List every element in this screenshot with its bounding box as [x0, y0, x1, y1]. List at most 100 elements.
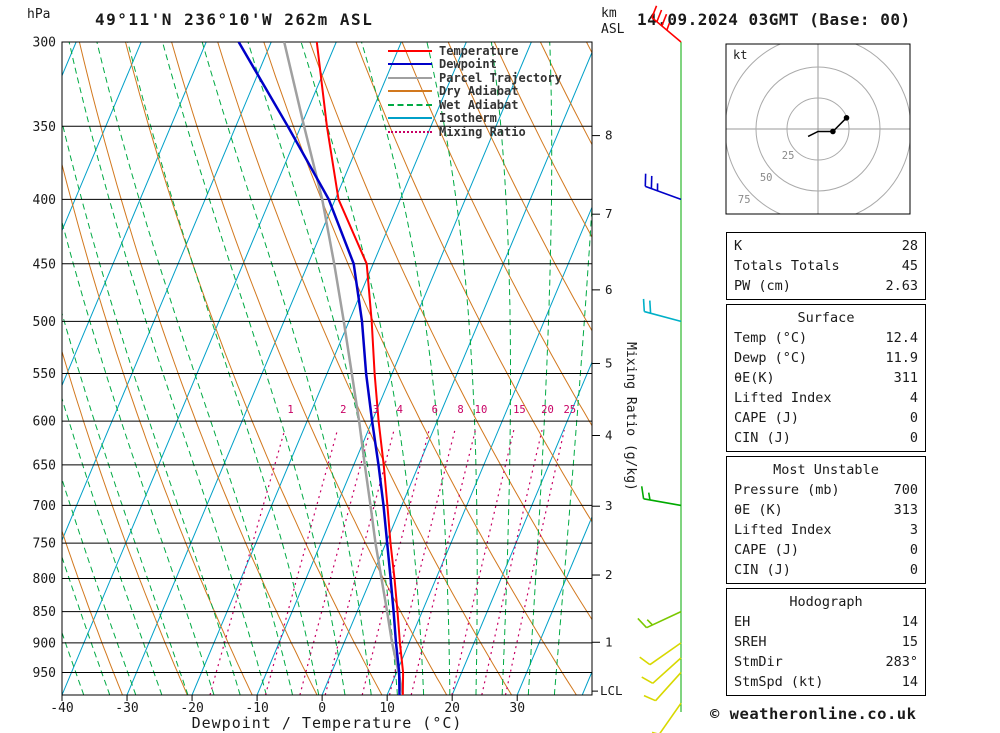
pressure-tick-label: 800 — [33, 572, 56, 587]
wind-barb-300hpa — [651, 5, 682, 43]
panel-title: Surface — [797, 310, 855, 326]
stat-row: CIN (J) 0 — [734, 560, 918, 580]
stat-value: 4 — [909, 390, 918, 406]
stat-value: 313 — [893, 502, 918, 518]
wet-adiabat-line — [0, 42, 32, 695]
wind-barb-400hpa — [644, 173, 682, 201]
dry-adiabat-line — [62, 349, 188, 695]
isotherm-line — [451, 360, 592, 695]
legend-item-mixing-ratio: Mixing Ratio — [388, 125, 562, 139]
km-tick-label: 6 — [605, 282, 613, 297]
dry-adiabat-line — [62, 162, 253, 695]
stat-value: 11.9 — [885, 350, 918, 366]
stat-value: 700 — [893, 482, 918, 498]
legend-label: Dewpoint — [439, 57, 497, 72]
stat-value: 283° — [885, 654, 918, 670]
stat-label: Temp (°C) — [734, 330, 808, 346]
hodograph-ring — [786, 97, 850, 161]
mixing-ratio-axis-caption: Mixing Ratio (g/kg) — [623, 342, 638, 491]
stat-value: 0 — [909, 410, 918, 426]
stat-value: 0 — [909, 542, 918, 558]
stat-row: PW (cm) 2.63 — [734, 276, 918, 296]
legend-line-sample — [388, 76, 432, 79]
stat-row: Temp (°C) 12.4 — [734, 328, 918, 348]
wet-adiabat-line — [490, 42, 511, 695]
wet-adiabat-line — [0, 42, 6, 695]
isotherm-line — [62, 42, 337, 695]
isotherm-line — [191, 42, 467, 695]
hodograph: 25 50 75 — [726, 44, 910, 214]
pressure-tick-label: 550 — [33, 367, 56, 382]
stat-label: CIN (J) — [734, 562, 791, 578]
mixing-ratio-line — [481, 429, 543, 695]
isotherm-line — [62, 42, 207, 387]
dry-adiabat-line — [263, 42, 577, 695]
stat-label: θE(K) — [734, 370, 775, 386]
temp-tick-label: 20 — [444, 701, 460, 716]
mixing-ratio-labels: 1 2 3 4 6 8 10 15 20 25 — [287, 404, 576, 416]
legend-item-parcel-trajectory: Parcel Trajectory — [388, 71, 562, 85]
isotherm-line — [62, 42, 272, 542]
wind-barb-950hpa — [643, 671, 682, 702]
stat-label: EH — [734, 614, 751, 630]
pressure-tick-label: 300 — [33, 36, 56, 51]
legend-item-isotherm: Isotherm — [388, 111, 562, 126]
series-parcel-trajectory — [282, 42, 405, 695]
stat-label: Dewp (°C) — [734, 350, 808, 366]
km-tick-label: 3 — [605, 498, 613, 513]
stat-value: 15 — [901, 634, 918, 650]
wet-adiabat-line — [361, 42, 451, 695]
stat-value: 28 — [901, 238, 918, 254]
stat-label: Lifted Index — [734, 522, 832, 538]
pressure-tick-label: 950 — [33, 666, 56, 681]
stat-label: CAPE (J) — [734, 410, 800, 426]
km-tick-label: 1 — [605, 634, 613, 649]
hodograph-ring-label: 75 — [738, 194, 751, 206]
legend-item-dewpoint: Dewpoint — [388, 57, 562, 72]
wind-barb-700hpa — [640, 486, 682, 507]
isotherm-line — [386, 205, 592, 695]
dry-adiabat-line — [355, 42, 592, 523]
pressure-tick-label: 850 — [33, 605, 56, 620]
stats-panels: K 28 Totals Totals 45 PW (cm) 2.63 Surface Temp… — [726, 232, 926, 696]
mixing-ratio-value: 6 — [432, 404, 438, 416]
wet-adiabat-line — [162, 42, 346, 695]
legend-label: Isotherm — [439, 111, 497, 126]
legend-line-sample — [388, 63, 432, 66]
stat-label: CAPE (J) — [734, 542, 800, 558]
isotherm-line — [516, 515, 592, 695]
mixing-ratio-value: 8 — [457, 404, 463, 416]
stat-value: 0 — [909, 430, 918, 446]
mixing-ratio-line — [388, 429, 456, 695]
legend-line-sample — [388, 117, 432, 120]
legend-line-sample — [388, 90, 432, 93]
stat-row: Dewp (°C) 11.9 — [734, 348, 918, 368]
hodograph-ring-label: 50 — [760, 172, 773, 184]
isotherm-line — [62, 42, 142, 232]
wet-adiabat-line — [127, 42, 320, 695]
stat-value: 14 — [901, 674, 918, 690]
stat-row: Totals Totals 45 — [734, 256, 918, 276]
stat-label: θE (K) — [734, 502, 783, 518]
stat-label: Pressure (mb) — [734, 482, 840, 498]
wind-barb-900hpa — [639, 642, 682, 666]
dry-adiabat-line — [401, 42, 592, 427]
km-tick-label: 5 — [605, 355, 613, 370]
isotherm-line — [126, 42, 402, 695]
copyright: © weatheronline.co.uk — [710, 705, 917, 723]
pressure-tick-label: 650 — [33, 458, 56, 473]
stat-row: Pressure (mb) 700 — [734, 480, 918, 500]
altitude-unit-asl: ASL — [601, 22, 625, 37]
stat-row: θE(K) 311 — [734, 368, 918, 388]
legend-item-dry-adiabat: Dry Adiabat — [388, 84, 562, 98]
stat-label: CIN (J) — [734, 430, 791, 446]
wet-adiabat-line — [96, 42, 293, 695]
wind-barb-500hpa — [642, 298, 682, 323]
series-dewpoint — [237, 42, 401, 695]
stat-value: 12.4 — [885, 330, 918, 346]
dry-adiabat-line — [171, 42, 448, 695]
temp-tick-label: -10 — [245, 701, 268, 716]
wind-barb-850hpa — [637, 610, 682, 629]
stat-row: Lifted Index 4 — [734, 388, 918, 408]
